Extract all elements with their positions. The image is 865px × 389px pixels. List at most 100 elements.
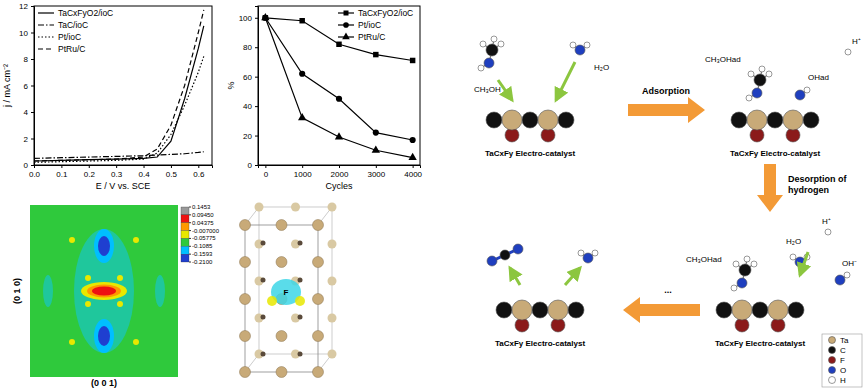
contour-plot: (0 1 0)(0 0 1)0.14530.094500.04375-0.007… — [12, 204, 220, 388]
catalyst-label: TaCxFy Electro-catalyst — [730, 149, 820, 158]
atom — [487, 256, 497, 266]
colorbar-label: -0.05775 — [192, 235, 216, 241]
tick-label: 0 — [264, 170, 269, 179]
y-tick: 0 — [24, 161, 34, 170]
x-axis-line — [259, 166, 421, 169]
contour-region — [94, 229, 114, 263]
atom — [752, 302, 768, 318]
x-axis: 0.00.10.20.30.40.50.6 — [29, 165, 213, 179]
series-line — [34, 26, 204, 161]
atom-ta — [240, 294, 251, 305]
process-arrow — [623, 297, 700, 323]
atom-ta — [240, 331, 251, 342]
colorbar-label: -0.2100 — [192, 259, 213, 265]
arrow-label: ... — [664, 285, 672, 295]
x-axis: 01000200030004000 — [259, 165, 423, 179]
tick-label: 6 — [24, 82, 29, 91]
atom — [795, 90, 805, 100]
legend-label: TaCxFyO2/ioC — [58, 8, 113, 18]
tick-label: 100 — [239, 14, 253, 23]
atom — [825, 229, 831, 235]
legend-label: Pt/ioC — [358, 20, 381, 30]
legend-entry: TaCxFyO2/ioC — [38, 8, 113, 18]
series-line — [265, 18, 412, 61]
marker — [373, 52, 378, 57]
plot-frame — [258, 6, 420, 165]
contour-region — [117, 275, 123, 281]
atom-c — [298, 241, 303, 246]
legend-marker — [344, 11, 349, 16]
atom — [716, 302, 732, 318]
colorbar-tick — [189, 214, 191, 215]
y-tick: 4 — [24, 108, 34, 117]
colorbar-band — [181, 215, 189, 223]
legend-label: C — [840, 346, 846, 355]
atom — [568, 302, 584, 318]
figure: 0.00.10.20.30.40.50.6024681012E / V vs. … — [0, 0, 865, 389]
atom — [844, 272, 850, 278]
plot-area — [34, 10, 204, 162]
colorbar-band — [181, 238, 189, 246]
legend: TaCxFyO2/ioCPt/ioCPtRu/C — [338, 8, 413, 42]
tick-label: 3000 — [367, 170, 385, 179]
tick-mark — [31, 6, 34, 7]
y-axis: 024681012 — [19, 2, 34, 170]
y-axis-line — [255, 7, 259, 166]
tick-label: 0.2 — [84, 170, 96, 179]
atom-c — [298, 315, 303, 320]
atom — [496, 302, 512, 318]
contour-region — [94, 319, 114, 353]
y-tick: 6 — [24, 82, 34, 91]
cell-edge — [259, 207, 332, 354]
charge-density — [267, 296, 277, 306]
tick-mark — [31, 59, 34, 60]
atom — [766, 71, 772, 77]
atom — [480, 41, 486, 47]
legend-marker — [342, 33, 350, 40]
tick-label: 0.5 — [166, 170, 178, 179]
x-tick: 3000 — [367, 165, 385, 179]
colorbar-tick — [189, 207, 191, 208]
atom — [731, 112, 747, 128]
tick-label: 40 — [243, 102, 252, 111]
legend-label: Ta — [840, 336, 849, 345]
adsorption-arrow — [565, 268, 580, 285]
plot-frame — [34, 6, 212, 165]
atom-back — [291, 203, 300, 212]
colorbar-label: -0.1085 — [192, 243, 213, 249]
atom — [484, 58, 494, 68]
y-axis-title: % — [226, 81, 236, 89]
atom-ta — [276, 331, 287, 342]
atom — [478, 65, 484, 71]
colorbar-tick — [189, 238, 191, 239]
tick-label: 0.3 — [111, 170, 123, 179]
legend: TaCxFyO2/ioCTaC/ioCPt/ioCPtRu/C — [38, 8, 113, 54]
tick-mark — [255, 165, 258, 166]
colorbar-band — [181, 207, 189, 215]
tick-mark — [255, 136, 258, 137]
atom — [522, 112, 538, 128]
tick-label: 1000 — [294, 170, 312, 179]
x-axis-title: E / V vs. SCE — [96, 181, 151, 191]
y-tick: 20 — [243, 132, 258, 141]
contour-region — [133, 339, 139, 345]
contour-background — [30, 205, 178, 377]
atom-label: F — [284, 288, 289, 297]
y-tick: 2 — [24, 135, 34, 144]
species-label: H⁺ — [852, 37, 861, 46]
process-arrow — [757, 164, 783, 212]
atom — [538, 110, 558, 130]
atom-c — [261, 352, 266, 357]
tick-label: 8 — [24, 55, 29, 64]
atom — [500, 250, 510, 260]
x-tick: 0.6 — [193, 165, 205, 179]
legend-line — [38, 36, 54, 37]
tick-label: 0.1 — [56, 170, 68, 179]
atom-ta — [276, 367, 287, 378]
marker — [298, 113, 306, 120]
contour-region — [69, 237, 75, 243]
atom — [732, 300, 752, 320]
legend-line — [38, 24, 54, 25]
atom-ta — [240, 257, 251, 268]
atom — [767, 112, 783, 128]
